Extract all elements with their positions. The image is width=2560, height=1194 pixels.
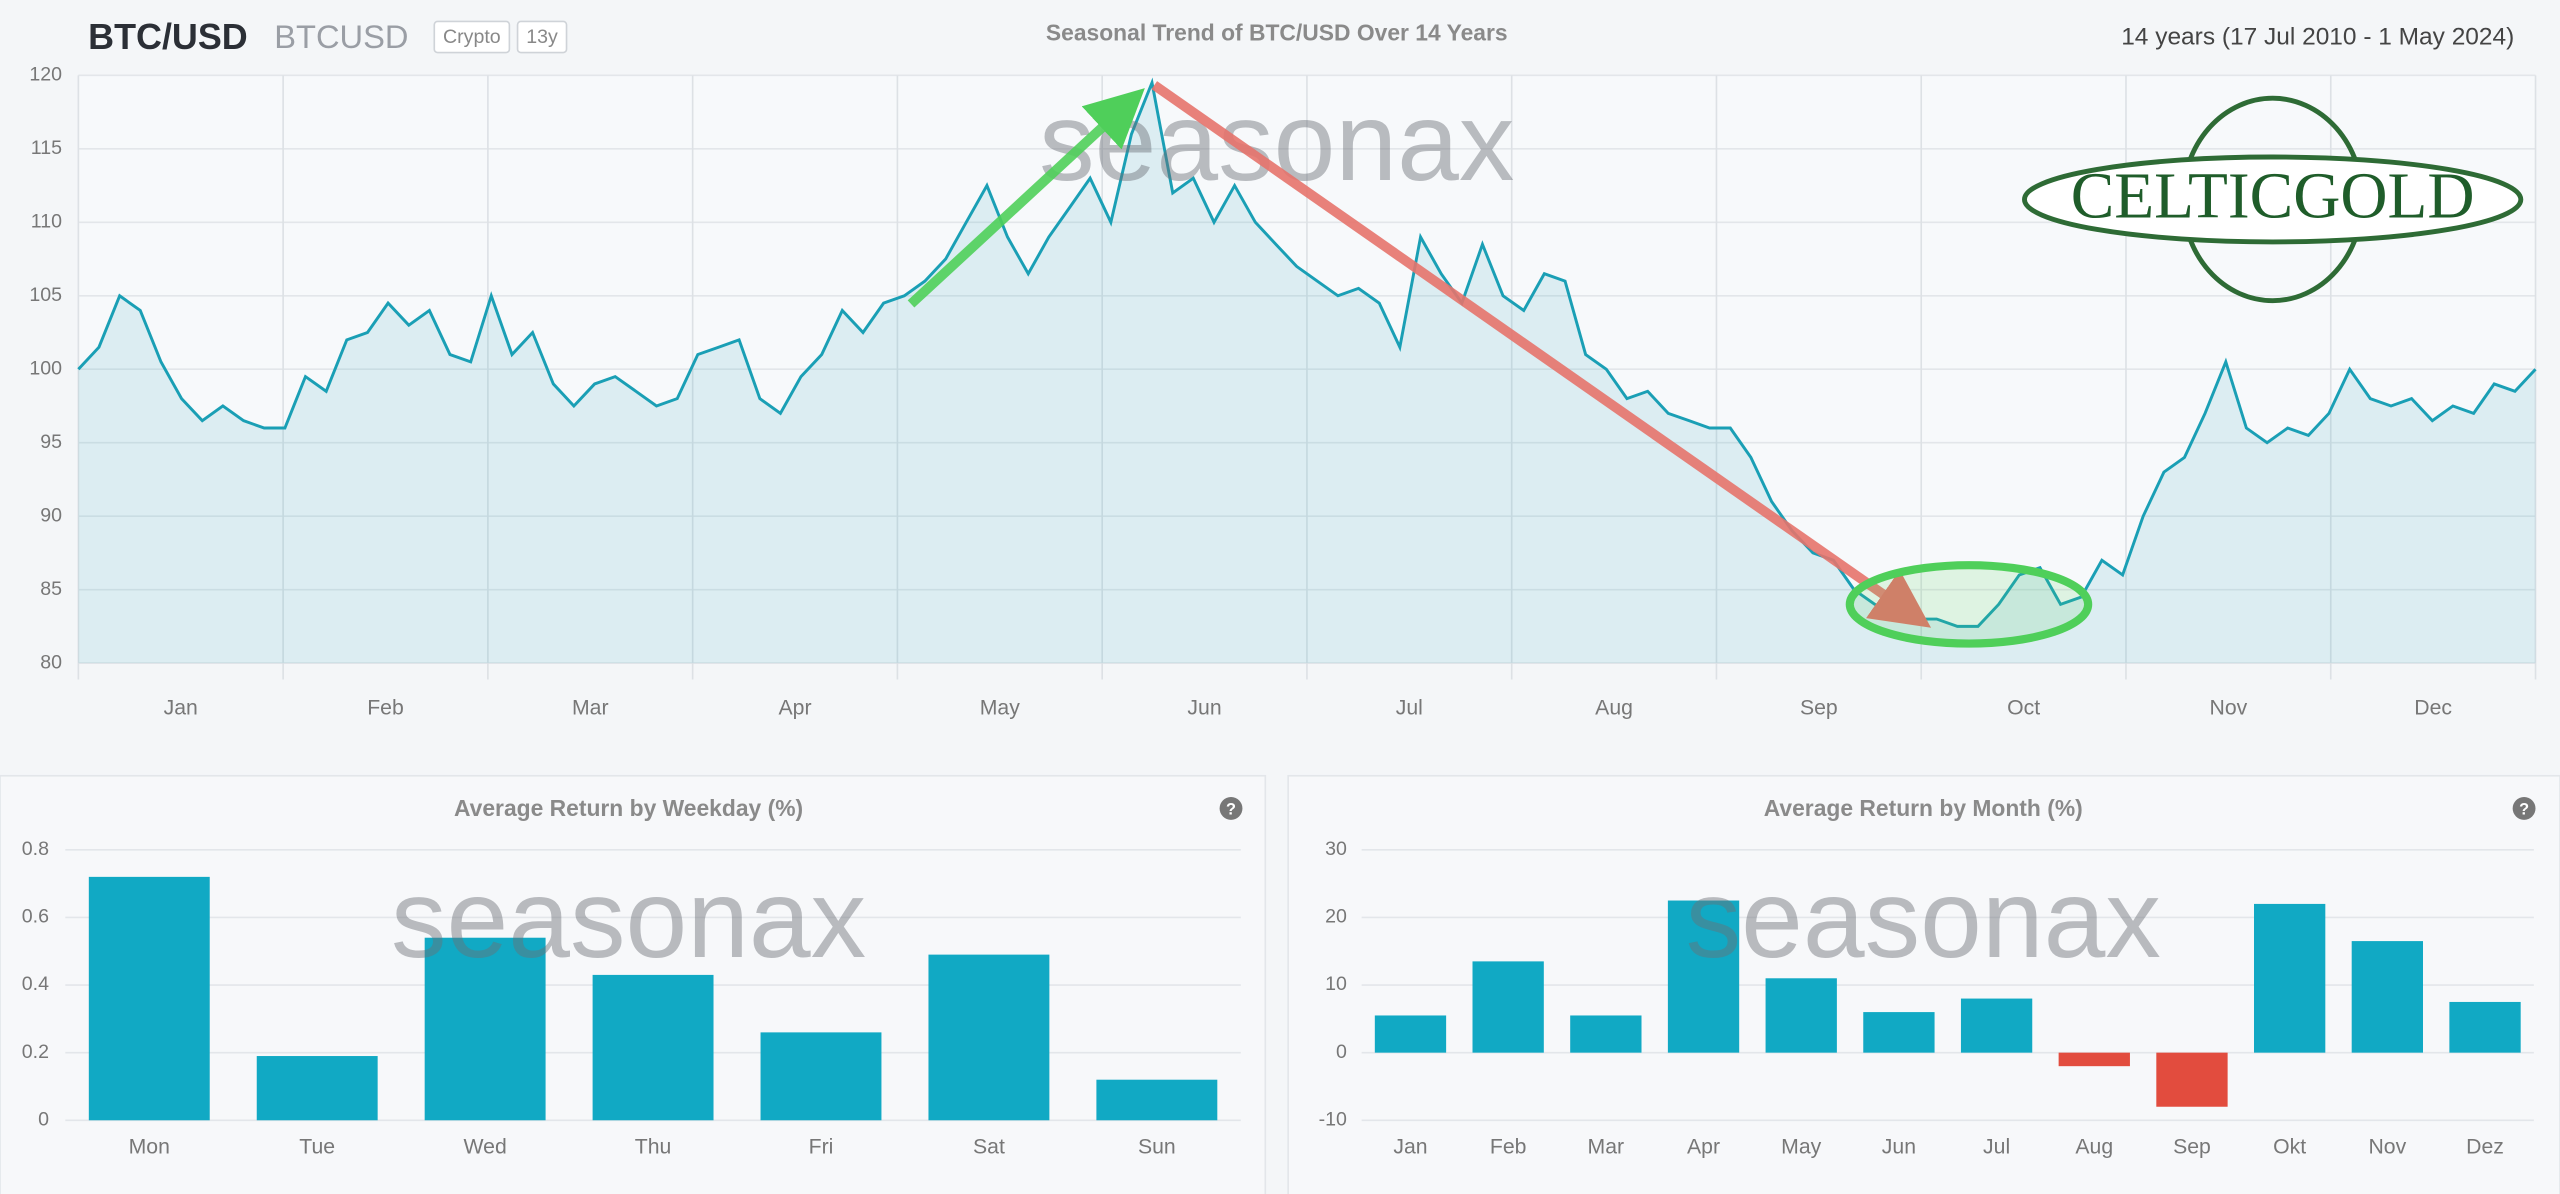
x-tick-label: Feb	[1490, 1136, 1527, 1159]
badge-box	[433, 20, 511, 54]
bar	[1096, 1079, 1218, 1121]
logo-text: CELTICGOLD	[2071, 161, 2475, 233]
bar	[1374, 1015, 1447, 1053]
bar	[760, 1032, 882, 1121]
chart-title: Average Return by Month (%)	[1764, 795, 2083, 821]
help-circle[interactable]	[1219, 797, 1243, 820]
x-tick-label: Wed	[464, 1136, 507, 1159]
bar	[1863, 1012, 1935, 1053]
y-tick-label: 90	[40, 504, 62, 526]
bar	[256, 1056, 378, 1121]
y-tick-label: 10	[1325, 973, 1347, 995]
watermark: seasonax	[1039, 79, 1514, 204]
x-tick-label: Sat	[973, 1136, 1005, 1159]
y-tick-label: 110	[31, 210, 62, 232]
x-tick-label: Jan	[164, 696, 198, 719]
period: 14 years (17 Jul 2010 - 1 May 2024)	[2121, 23, 2514, 50]
symbol: BTC/USD	[88, 16, 248, 57]
x-tick-label: Jul	[1983, 1136, 2010, 1159]
logo: CELTICGOLD	[2022, 95, 2524, 304]
badge: Crypto	[443, 26, 501, 48]
bar	[88, 876, 210, 1121]
help-circle[interactable]	[2512, 797, 2536, 820]
y-tick-label: 30	[1325, 838, 1347, 860]
bar	[1960, 998, 2033, 1053]
x-tick-label: Jun	[1187, 696, 1221, 719]
x-tick-label: Oct	[2007, 696, 2040, 719]
weekday-chart: 0 0.2 0.4 0.6 0.8 Mon Tue Wed Thu Fri Sat Sun	[22, 838, 1241, 1159]
y-tick-label: 105	[29, 284, 62, 306]
x-tick-label: Mar	[572, 696, 609, 719]
x-tick-label: Sep	[1800, 696, 1838, 719]
x-tick-label: Aug	[2075, 1136, 2113, 1159]
x-tick-label: Jun	[1882, 1136, 1916, 1159]
bar	[424, 937, 546, 1121]
bar	[1765, 978, 1837, 1053]
y-tick-label: 0	[38, 1108, 49, 1130]
rise-arrow	[907, 88, 1145, 308]
x-tick-label: May	[1781, 1136, 1821, 1159]
help-icon[interactable]: ?	[2519, 800, 2529, 818]
x-tick-label: Sun	[1138, 1136, 1176, 1159]
x-tick-label: Sep	[2173, 1136, 2211, 1159]
y-tick-label: 115	[31, 137, 62, 159]
x-tick-label: Okt	[2273, 1136, 2306, 1159]
x-tick-label: Dec	[2414, 696, 2452, 719]
x-tick-label: Nov	[2210, 696, 2248, 719]
line	[77, 77, 2537, 628]
x-tick-label: Jul	[1396, 696, 1423, 719]
ticker: BTCUSD	[274, 18, 408, 55]
y-tick-label: 0.2	[22, 1041, 49, 1063]
fall-arrow	[1151, 81, 1932, 628]
x-tick-label: Jan	[1393, 1136, 1427, 1159]
watermark: seasonax	[391, 856, 866, 981]
logo-band	[2022, 154, 2524, 245]
y-tick-label: 100	[29, 357, 62, 379]
bar	[2254, 903, 2326, 1053]
area	[78, 82, 2536, 664]
x-tick-label: Feb	[367, 696, 404, 719]
x-tick-label: Mar	[1588, 1136, 1625, 1159]
x-tick-label: Aug	[1595, 696, 1633, 719]
x-tick-label: Apr	[779, 696, 812, 719]
low-highlight	[1845, 561, 2093, 648]
help-icon[interactable]: ?	[1226, 800, 1236, 818]
x-tick-label: May	[980, 696, 1020, 719]
chart-title: Seasonal Trend of BTC/USD Over 14 Years	[1046, 20, 1508, 46]
x-tick-label: Tue	[299, 1136, 335, 1159]
top-chart: 80 85 90 95 100 105 110 115 120 Jan Feb Mar Apr May Ju…	[29, 64, 2537, 719]
y-tick-label: 80	[40, 651, 62, 673]
y-tick-label: 0	[1336, 1041, 1347, 1063]
badge-box	[516, 20, 568, 54]
x-tick-label: Mon	[129, 1136, 170, 1159]
month-chart: -10 0 10 20 30 Jan Feb Mar Apr May Jun Jul Aug Sep Okt…	[1319, 838, 2534, 1159]
y-tick-label: 0.4	[22, 973, 49, 995]
badge: 13y	[526, 26, 558, 48]
bar	[1472, 961, 1544, 1053]
bar	[1667, 900, 1740, 1053]
y-tick-label: -10	[1319, 1108, 1347, 1130]
bar	[2449, 1001, 2521, 1053]
y-tick-label: 85	[40, 578, 62, 600]
y-tick-label: 20	[1325, 906, 1347, 928]
y-tick-label: 0.8	[22, 838, 49, 860]
watermark: seasonax	[1686, 856, 2161, 981]
bar	[2351, 941, 2424, 1053]
bar	[592, 974, 714, 1121]
y-tick-label: 0.6	[22, 906, 49, 928]
chart-title: Average Return by Weekday (%)	[454, 795, 803, 821]
bar	[2058, 1052, 2130, 1067]
bar	[928, 954, 1050, 1121]
y-tick-label: 95	[40, 431, 62, 453]
x-tick-label: Fri	[809, 1136, 834, 1159]
bar	[1570, 1015, 1642, 1053]
x-tick-label: Thu	[635, 1136, 672, 1159]
bar	[2156, 1052, 2228, 1107]
x-tick-label: Apr	[1687, 1136, 1720, 1159]
x-tick-label: Nov	[2368, 1136, 2406, 1159]
x-tick-label: Dez	[2466, 1136, 2504, 1159]
y-tick-label: 120	[29, 64, 62, 86]
